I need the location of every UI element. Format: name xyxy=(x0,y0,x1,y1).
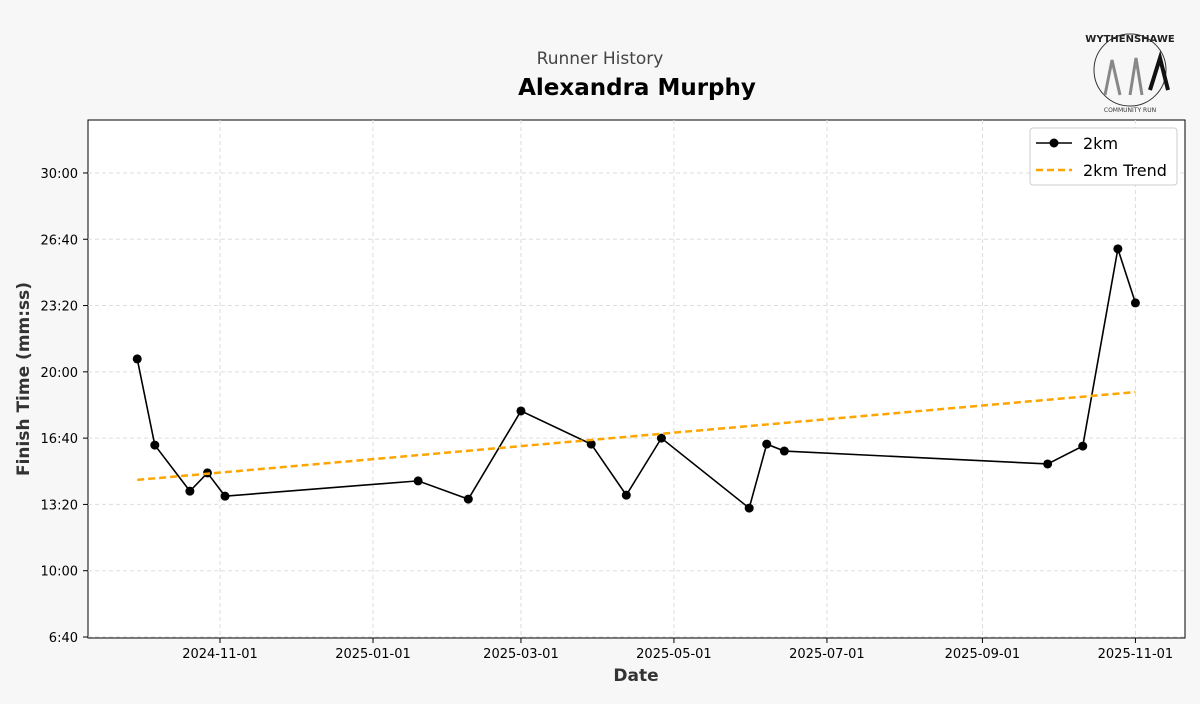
data-point xyxy=(744,503,754,513)
data-point xyxy=(621,490,631,500)
data-point xyxy=(185,486,195,496)
logo: COMMUNITY RUN WYTHENSHAWE xyxy=(1085,33,1175,114)
data-point xyxy=(1043,459,1053,469)
legend-label-trend: 2km Trend xyxy=(1083,161,1167,180)
data-point xyxy=(150,440,160,450)
legend: 2km 2km Trend xyxy=(1029,127,1178,186)
x-tick-label: 2025-03-01 xyxy=(483,647,559,662)
trend-line xyxy=(137,390,1136,482)
x-axis-label: Date xyxy=(613,666,658,686)
y-tick-label: 20:00 xyxy=(41,366,78,381)
data-point xyxy=(656,433,666,443)
y-tick-label: 13:20 xyxy=(41,498,78,513)
y-tick-label: 26:40 xyxy=(41,233,78,248)
chart-title: Alexandra Murphy xyxy=(518,75,756,101)
x-tick-label: 2025-01-01 xyxy=(335,647,411,662)
data-point xyxy=(1113,244,1123,254)
data-point xyxy=(1078,441,1088,451)
legend-marker-2km xyxy=(1049,138,1059,148)
data-point xyxy=(779,446,789,456)
x-tick-label: 2025-09-01 xyxy=(945,647,1021,662)
legend-label-2km: 2km xyxy=(1083,134,1118,153)
chart-subtitle: Runner History xyxy=(537,49,664,69)
svg-text:WYTHENSHAWE: WYTHENSHAWE xyxy=(1085,34,1175,45)
data-point xyxy=(762,439,772,449)
x-tick-label: 2024-11-01 xyxy=(182,647,258,662)
x-tick-label: 2025-11-01 xyxy=(1098,647,1174,662)
plot-area xyxy=(87,119,1186,639)
data-point xyxy=(220,491,230,501)
data-point xyxy=(463,494,473,504)
data-point xyxy=(516,406,526,416)
data-point xyxy=(413,476,423,486)
svg-text:COMMUNITY RUN: COMMUNITY RUN xyxy=(1104,107,1156,114)
y-tick-label: 6:40 xyxy=(49,631,78,646)
data-point xyxy=(1130,298,1140,308)
y-tick-label: 23:20 xyxy=(41,300,78,315)
x-tick-label: 2025-07-01 xyxy=(789,647,865,662)
y-tick-label: 30:00 xyxy=(41,167,78,182)
x-tick-label: 2025-05-01 xyxy=(636,647,712,662)
y-tick-label: 10:00 xyxy=(41,565,78,580)
data-point xyxy=(586,439,596,449)
y-tick-label: 16:40 xyxy=(41,432,78,447)
y-axis-label: Finish Time (mm:ss) xyxy=(14,282,34,476)
data-point xyxy=(132,354,142,364)
